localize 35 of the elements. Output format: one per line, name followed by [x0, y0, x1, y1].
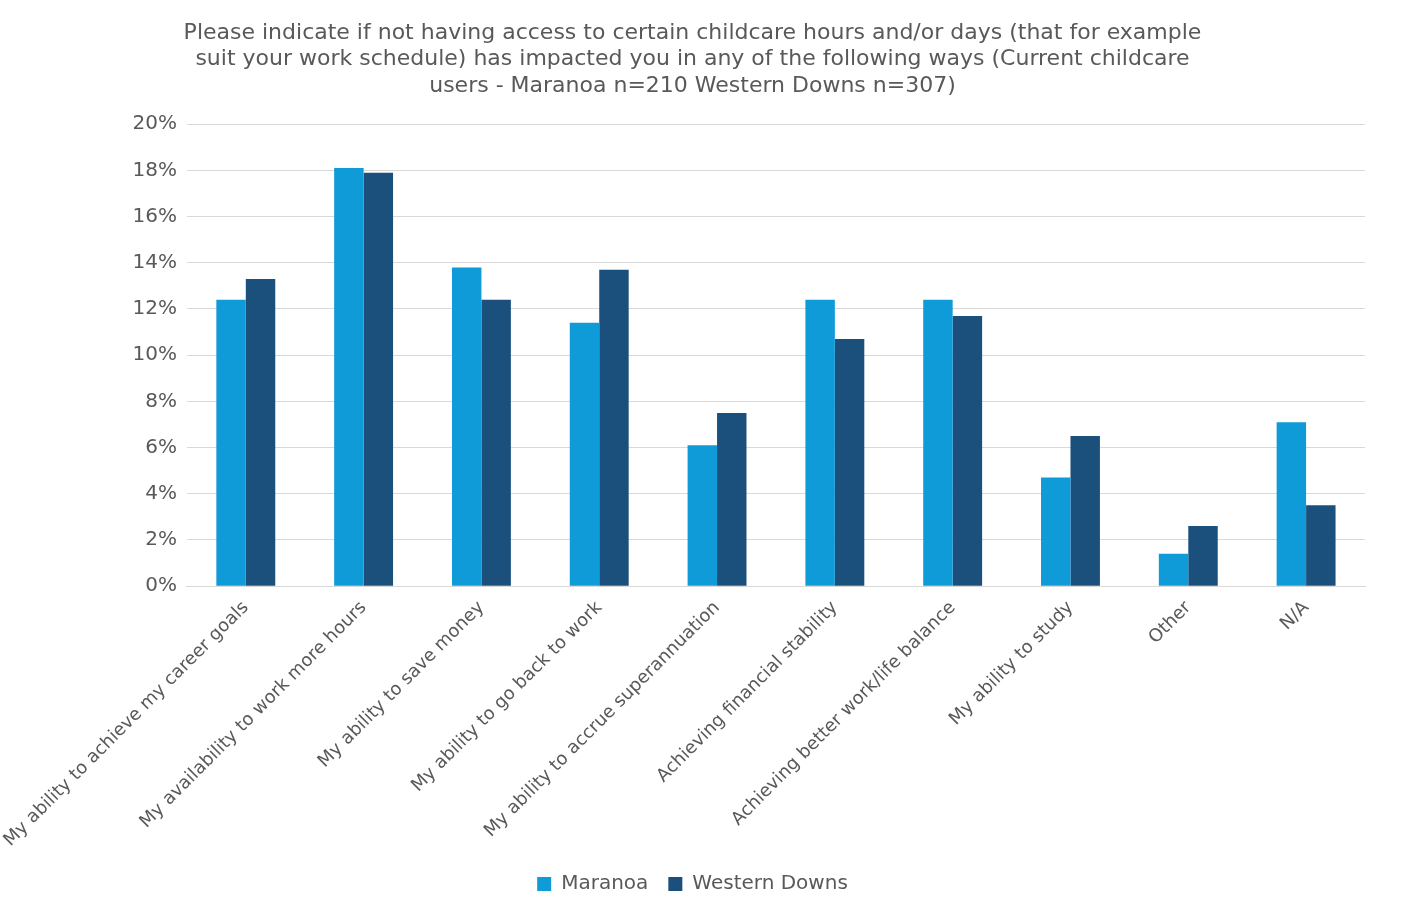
x-tick-label: N/A [1274, 595, 1313, 634]
bar [1306, 505, 1336, 586]
bar [481, 299, 511, 586]
chart-title: Please indicate if not having access to certain childcare hours and/or days (that for example suit your work schedule) has impacted you in any of the following ways (Current childcare users - Maranoa n=210 Western Downs n=307) [183, 18, 1202, 97]
bar [717, 412, 747, 586]
y-tick-label: 6% [145, 433, 177, 458]
bar [1188, 526, 1218, 586]
bar [569, 322, 600, 586]
y-tick-label: 18% [132, 156, 177, 181]
y-tick-label: 8% [145, 387, 177, 412]
y-tick-label: 4% [145, 479, 177, 504]
y-tick-label: 10% [132, 341, 177, 366]
bar [334, 168, 364, 586]
bar [687, 445, 718, 586]
bar [451, 267, 482, 586]
legend-label: Maranoa [561, 870, 649, 895]
bar [1041, 477, 1071, 586]
bar [216, 299, 246, 586]
y-tick-label: 12% [132, 295, 177, 320]
bar [1276, 422, 1307, 586]
bar [245, 278, 276, 586]
bar [923, 299, 953, 586]
y-tick-label: 0% [145, 572, 177, 597]
y-tick-label: 16% [132, 202, 177, 227]
bar [363, 172, 394, 586]
bar [834, 339, 865, 586]
bar [1070, 436, 1100, 586]
bar [1158, 553, 1189, 586]
y-tick-label: 14% [132, 248, 177, 273]
y-tick-label: 2% [145, 526, 177, 551]
y-tick-label: 20% [132, 110, 177, 135]
legend-label: Western Downs [692, 870, 848, 895]
bar [805, 299, 835, 586]
bar [599, 269, 629, 586]
bar [952, 315, 983, 586]
